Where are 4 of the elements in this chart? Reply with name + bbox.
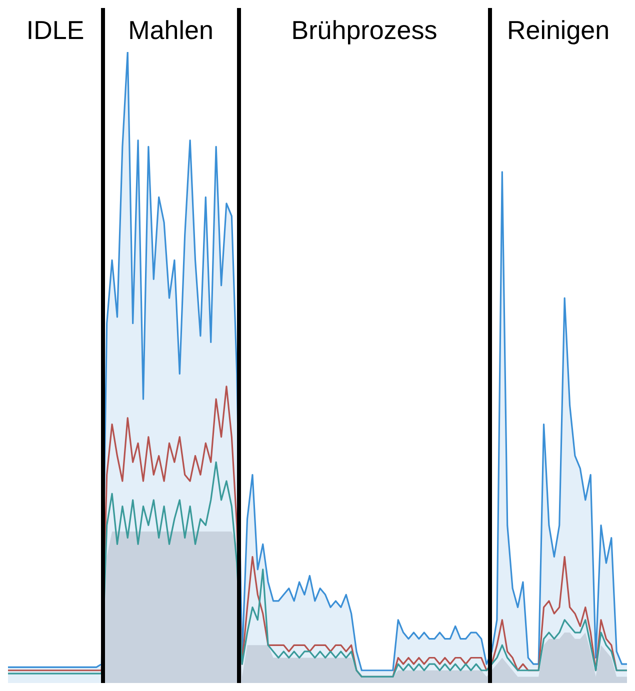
text: Brühprozess: [291, 14, 438, 46]
text: IDLE: [26, 14, 84, 46]
text: Mahlen: [128, 14, 214, 46]
text: Reinigen: [506, 14, 610, 46]
